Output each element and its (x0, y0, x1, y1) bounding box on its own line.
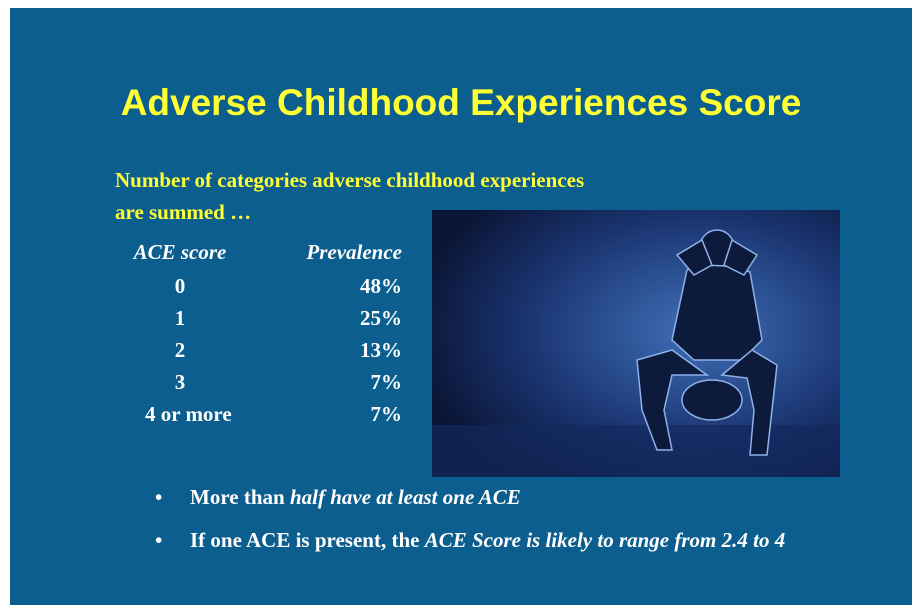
page: Adverse Childhood Experiences Score Numb… (0, 0, 916, 615)
table-cell: 0 (120, 274, 240, 299)
text-segment: half have at least one ACE (290, 485, 521, 509)
bullet-text: More than half have at least one ACE (190, 481, 855, 513)
table-cell: 13% (262, 338, 402, 363)
bullet-text: If one ACE is present, the ACE Score is … (190, 524, 855, 556)
table-header: Prevalence (262, 240, 402, 265)
text-segment: ACE Score is likely to range from 2.4 to… (425, 528, 786, 552)
bullet-marker: • (155, 524, 162, 556)
table-cell: 48% (262, 274, 402, 299)
table-cell: 7% (262, 370, 402, 395)
slide: Adverse Childhood Experiences Score Numb… (10, 8, 912, 605)
table-cell: 7% (262, 402, 402, 427)
photo (432, 210, 840, 477)
bullet-marker: • (155, 481, 162, 513)
intro-line: Number of categories adverse childhood e… (115, 168, 584, 193)
intro-line: are summed … (115, 200, 251, 225)
bullet-item: • More than half have at least one ACE (155, 481, 855, 513)
text-segment: If one ACE is present, the (190, 528, 425, 552)
table-header: ACE score (120, 240, 240, 265)
bullet-item: • If one ACE is present, the ACE Score is… (155, 524, 855, 556)
table-cell: 4 or more (145, 402, 265, 427)
table-cell: 3 (120, 370, 240, 395)
text-segment: More than (190, 485, 290, 509)
table-cell: 1 (120, 306, 240, 331)
table-cell: 2 (120, 338, 240, 363)
slide-title: Adverse Childhood Experiences Score (10, 82, 912, 124)
table-cell: 25% (262, 306, 402, 331)
